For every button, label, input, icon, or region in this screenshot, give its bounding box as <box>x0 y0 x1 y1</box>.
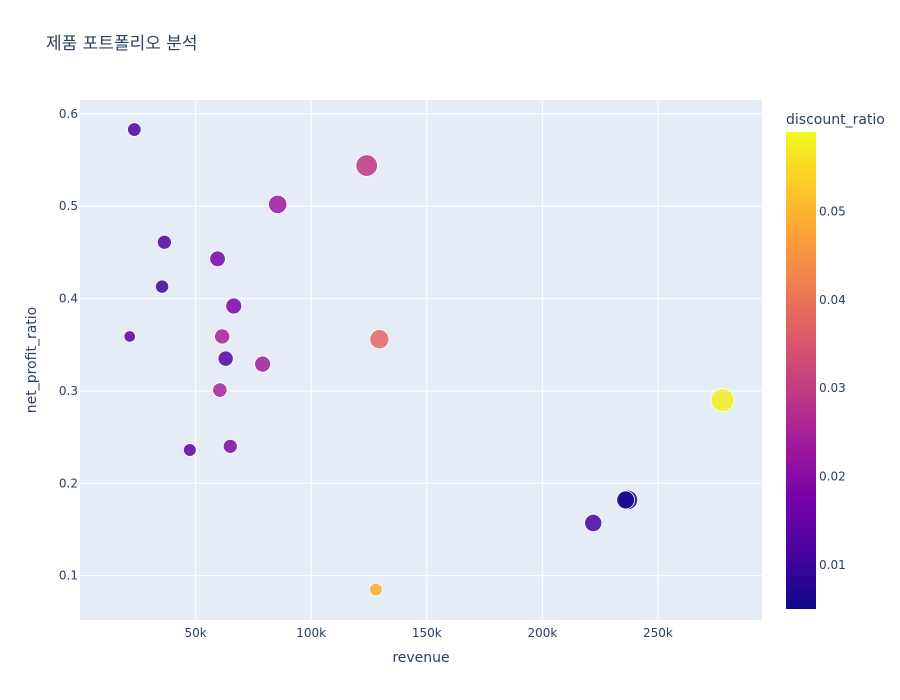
x-tick-label: 250k <box>643 626 673 640</box>
y-axis-label: net_profit_ratio <box>24 307 40 413</box>
data-point <box>212 382 228 398</box>
data-point <box>156 234 172 250</box>
colorbar-tick-label: 0.03 <box>819 381 846 395</box>
x-tick-label: 50k <box>184 626 206 640</box>
plot-area <box>80 100 762 620</box>
data-point <box>369 582 383 597</box>
colorbar-tick-label: 0.05 <box>819 205 846 219</box>
x-axis-label: revenue <box>392 650 449 666</box>
data-point <box>214 328 231 345</box>
x-axis-ticks: 50k 100k 150k 200k 250k <box>184 626 672 640</box>
data-point <box>217 350 234 367</box>
grid-lines <box>80 100 762 620</box>
y-tick-label: 0.6 <box>59 107 78 121</box>
data-point <box>710 388 735 413</box>
y-tick-label: 0.3 <box>59 384 78 398</box>
colorbar-tick-label: 0.01 <box>819 558 846 572</box>
data-point <box>127 122 142 137</box>
chart-title: 제품 포트폴리오 분석 <box>46 34 198 54</box>
colorbar-tick-label: 0.02 <box>819 470 846 484</box>
y-axis-ticks: 0.1 0.2 0.3 0.4 0.5 0.6 <box>59 107 78 583</box>
data-point <box>268 194 288 214</box>
data-points <box>123 122 735 597</box>
data-point <box>155 279 170 294</box>
data-point <box>254 355 272 373</box>
data-point <box>225 297 243 315</box>
x-tick-label: 150k <box>412 626 442 640</box>
data-point <box>123 330 136 343</box>
y-tick-label: 0.4 <box>59 292 78 306</box>
x-tick-label: 100k <box>296 626 326 640</box>
data-point <box>209 250 226 268</box>
y-tick-label: 0.1 <box>59 569 78 583</box>
data-point <box>355 154 378 177</box>
colorbar: discount_ratio 0.01 0.02 0.03 0.04 0.05 <box>786 112 885 609</box>
data-point <box>369 329 390 350</box>
data-point <box>222 438 238 454</box>
y-tick-label: 0.2 <box>59 476 78 490</box>
colorbar-ticks: 0.01 0.02 0.03 0.04 0.05 <box>819 205 846 572</box>
colorbar-gradient <box>786 132 816 609</box>
data-point <box>183 443 197 457</box>
y-tick-label: 0.5 <box>59 199 78 213</box>
x-tick-label: 200k <box>527 626 557 640</box>
data-point <box>584 513 603 533</box>
colorbar-title: discount_ratio <box>786 112 885 128</box>
data-point <box>616 490 635 510</box>
colorbar-tick-label: 0.04 <box>819 293 846 307</box>
